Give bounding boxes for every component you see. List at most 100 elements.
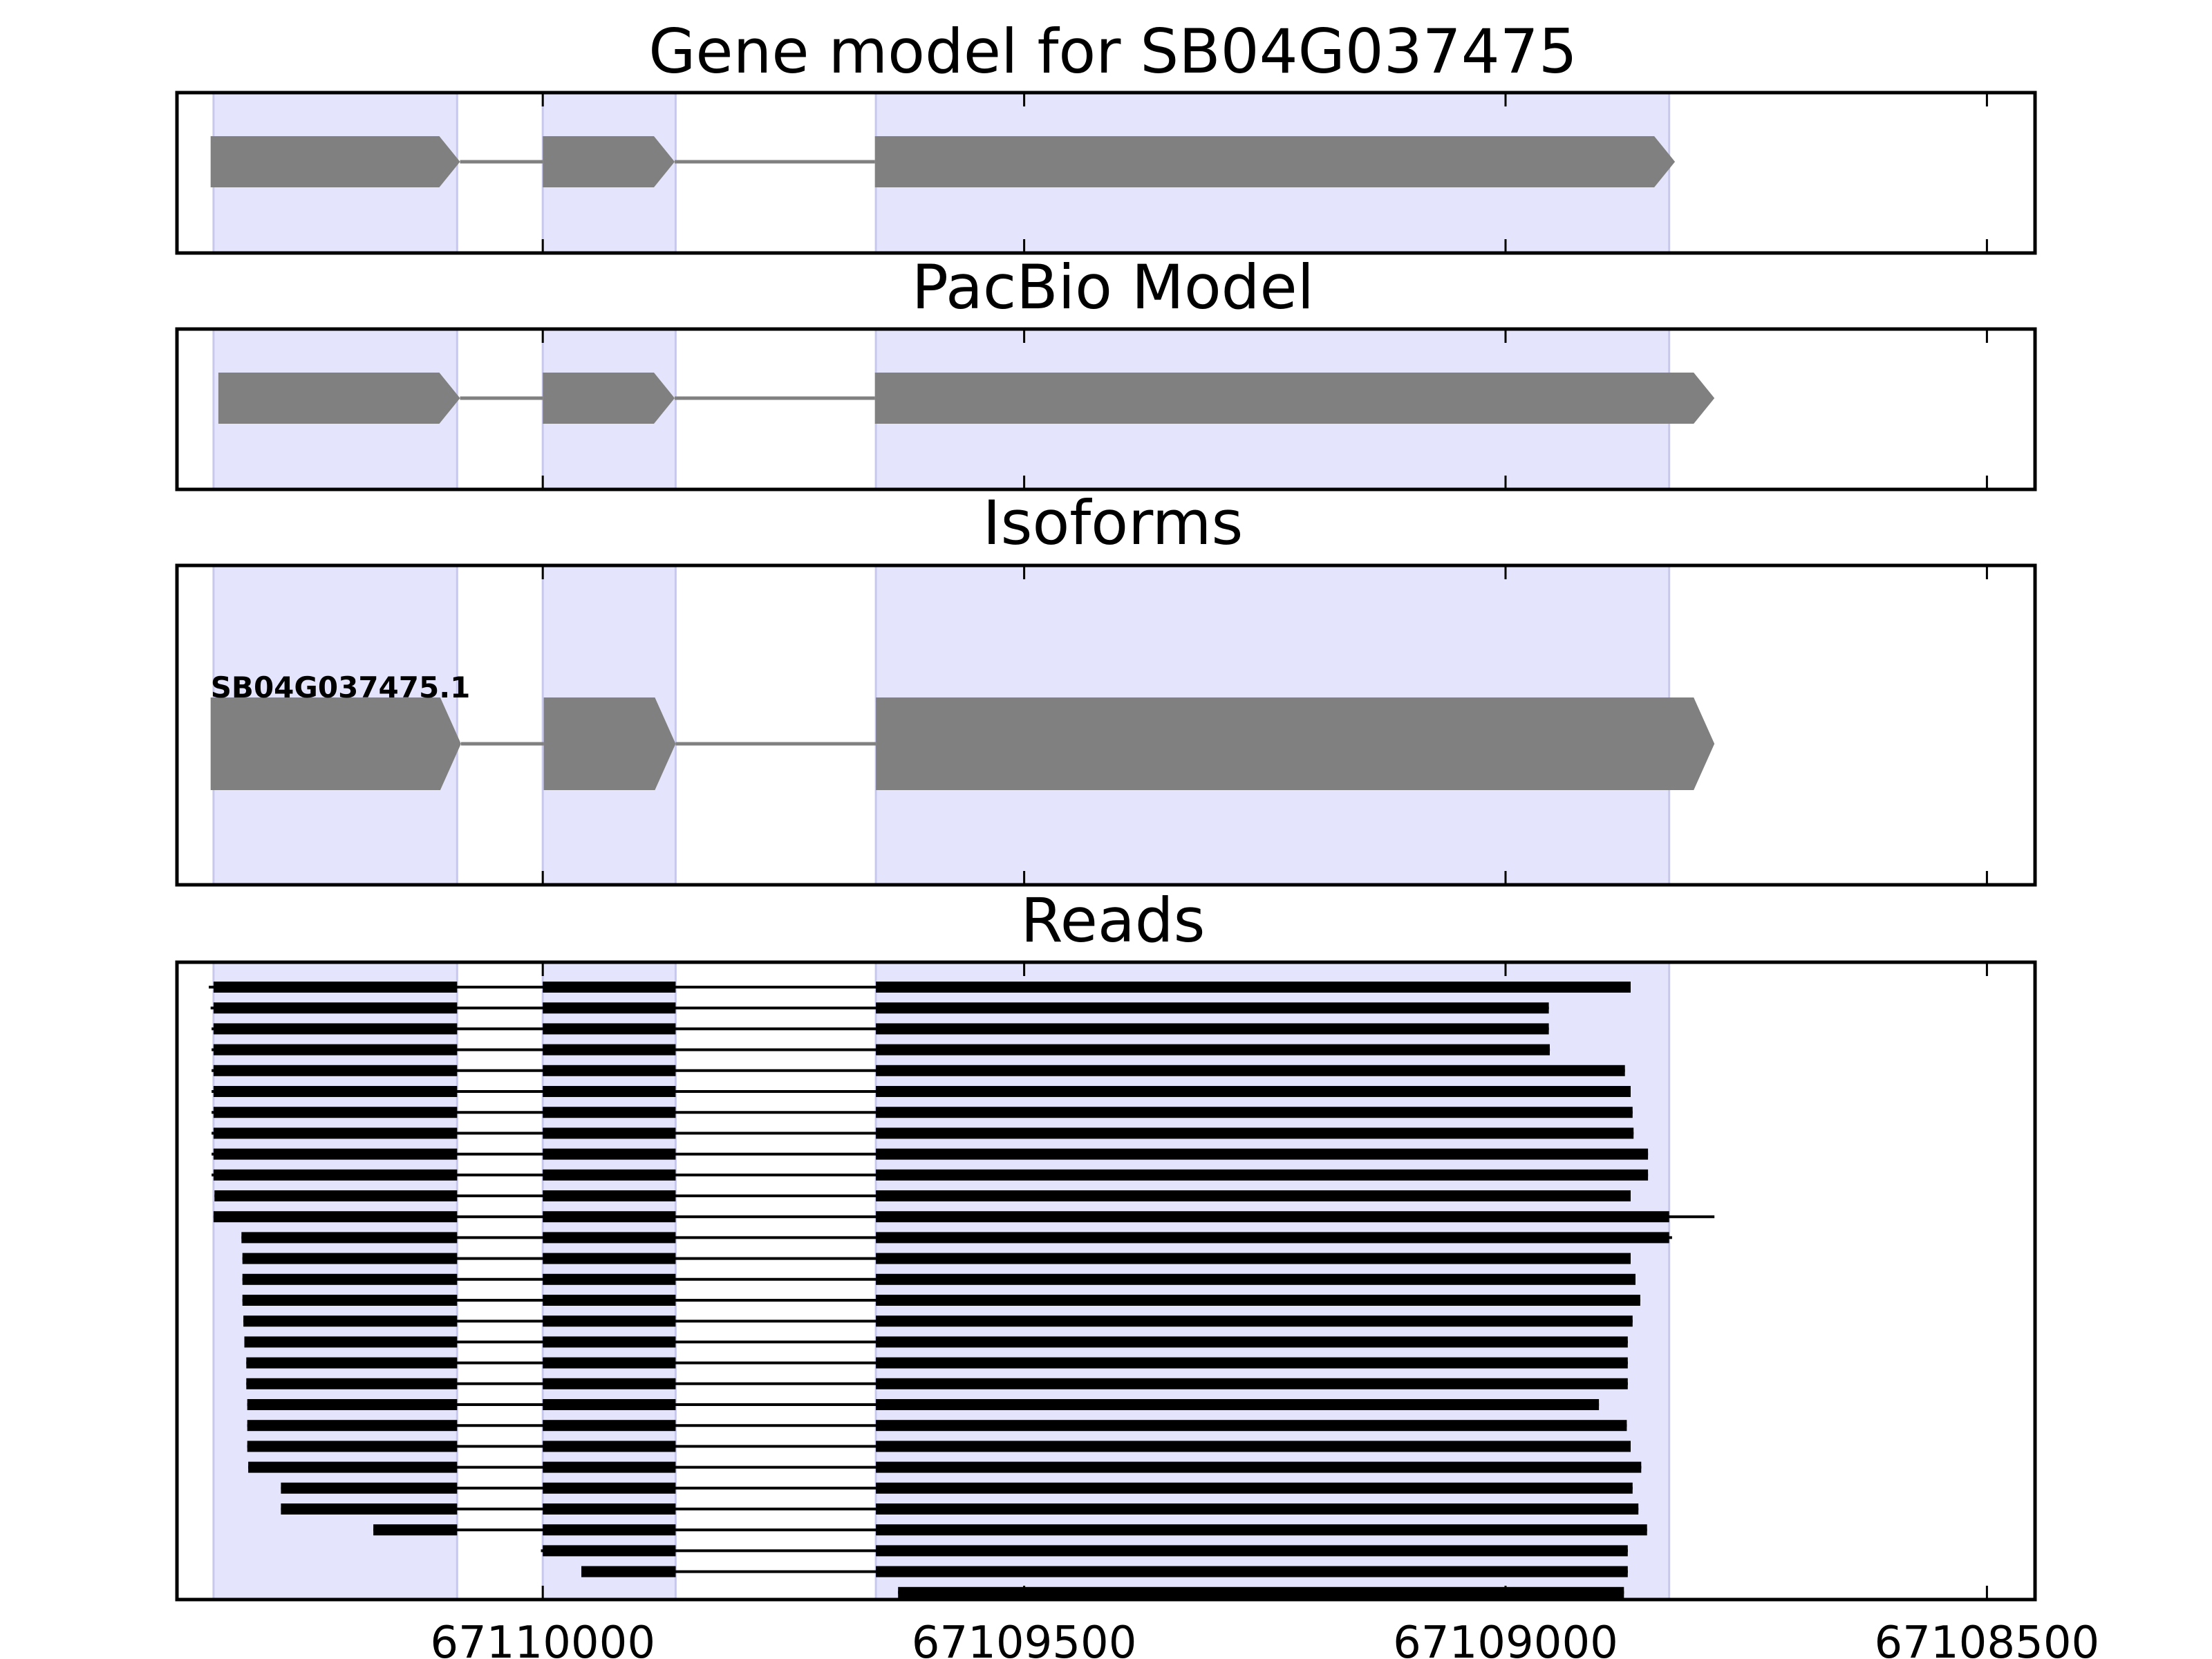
exon-feature: [218, 373, 460, 424]
isoform-exon: [543, 697, 676, 790]
gene-model-title: Gene model for SB04G037475: [648, 16, 1577, 87]
read-block: [213, 1148, 458, 1160]
read-block: [543, 1336, 676, 1348]
read-block: [543, 1190, 676, 1201]
read-block: [543, 1315, 676, 1327]
read-block: [213, 1065, 458, 1076]
read-block: [876, 1482, 1633, 1494]
read-block: [543, 1169, 676, 1181]
read-block: [247, 1399, 458, 1410]
read-block: [876, 1253, 1631, 1264]
read-block: [543, 1399, 676, 1410]
read-block: [543, 1211, 676, 1223]
read-block: [242, 1273, 458, 1285]
read-block: [543, 1482, 676, 1494]
read-block: [543, 1148, 676, 1160]
read-block: [214, 1190, 458, 1201]
read-block: [247, 1420, 458, 1432]
read-block: [246, 1378, 458, 1389]
exon-feature: [874, 373, 1715, 424]
read-block: [543, 1002, 676, 1014]
x-tick-label: 67110000: [430, 1618, 655, 1659]
read-block: [242, 1295, 458, 1306]
read-block: [543, 1023, 676, 1035]
read-block: [543, 982, 676, 993]
read-block: [543, 1524, 676, 1536]
isoform-exon: [876, 697, 1715, 790]
isoform-exon: [210, 697, 461, 790]
read-block: [876, 1399, 1600, 1410]
read-block: [543, 1441, 676, 1452]
read-block: [876, 1065, 1625, 1076]
x-tick-label: 67109000: [1393, 1618, 1618, 1659]
read-block: [543, 1127, 676, 1139]
read-block: [876, 982, 1631, 993]
read-block: [876, 1315, 1633, 1327]
isoform-label: SB04G037475.1: [211, 671, 471, 704]
exon-feature: [543, 136, 675, 187]
read-block: [543, 1295, 676, 1306]
read-block: [876, 1148, 1649, 1160]
read-block: [876, 1211, 1669, 1223]
read-block: [213, 1107, 458, 1118]
read-block: [876, 1378, 1628, 1389]
read-block: [876, 1232, 1669, 1244]
read-block: [543, 1420, 676, 1432]
read-block: [898, 1586, 1624, 1598]
read-block: [876, 1336, 1628, 1348]
read-block: [243, 1315, 458, 1327]
isoforms-title: Isoforms: [983, 487, 1244, 559]
x-tick-label: 67108500: [1875, 1618, 2100, 1659]
read-block: [213, 1023, 458, 1035]
read-block: [543, 1273, 676, 1285]
read-block: [876, 1273, 1635, 1285]
exon-feature: [874, 136, 1676, 187]
read-block: [876, 1002, 1549, 1014]
exon-feature: [210, 136, 460, 187]
read-block: [543, 1357, 676, 1369]
read-block: [543, 1107, 676, 1118]
read-block: [876, 1044, 1550, 1056]
read-block: [876, 1107, 1633, 1118]
read-block: [876, 1441, 1631, 1452]
read-block: [281, 1482, 458, 1494]
read-block: [876, 1169, 1649, 1181]
read-block: [876, 1357, 1628, 1369]
read-block: [876, 1127, 1634, 1139]
read-block: [213, 1169, 458, 1181]
read-block: [246, 1357, 458, 1369]
read-block: [876, 1545, 1628, 1557]
pacbio-model-title: PacBio Model: [912, 252, 1314, 323]
read-block: [543, 1253, 676, 1264]
read-block: [543, 1545, 676, 1557]
read-block: [213, 982, 458, 993]
read-block: [247, 1441, 458, 1452]
read-block: [543, 1232, 676, 1244]
reads-title: Reads: [1021, 885, 1206, 956]
panel-frame: [175, 960, 2037, 1602]
panel-frame: [175, 91, 2037, 255]
panel-layer: SB04G037475.1 67110000 67109500 67109000 671…: [175, 91, 2100, 1659]
read-block: [876, 1524, 1647, 1536]
read-block: [543, 1503, 676, 1515]
read-block: [876, 1023, 1549, 1035]
read-block: [241, 1232, 458, 1244]
read-block: [876, 1420, 1627, 1432]
panel-frame: [175, 327, 2037, 491]
read-block: [213, 1211, 458, 1223]
panel-frame: [175, 563, 2037, 887]
read-block: [543, 1086, 676, 1097]
read-block: [248, 1461, 458, 1473]
read-block: [543, 1044, 676, 1056]
x-tick-label: 67109500: [912, 1618, 1137, 1659]
read-block: [213, 1086, 458, 1097]
read-block: [876, 1503, 1639, 1515]
read-block: [244, 1336, 458, 1348]
read-block: [876, 1461, 1642, 1473]
read-block: [543, 1461, 676, 1473]
read-block: [213, 1044, 458, 1056]
read-block: [581, 1566, 676, 1577]
read-block: [281, 1503, 458, 1515]
read-block: [876, 1566, 1628, 1577]
